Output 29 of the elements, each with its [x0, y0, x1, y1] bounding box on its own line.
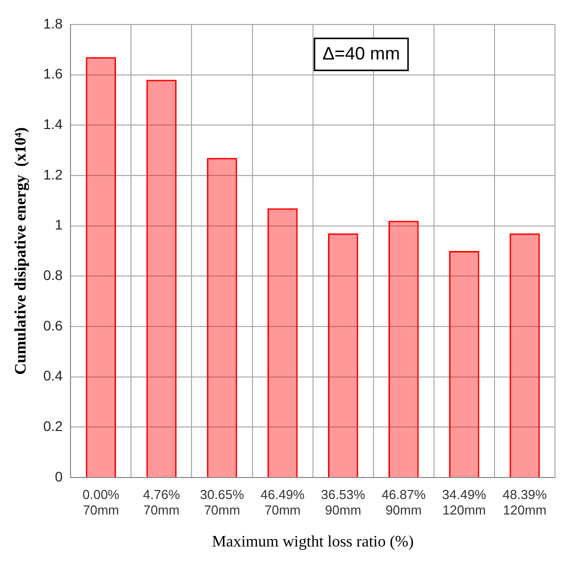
y-tick-label: 1.6: [43, 66, 63, 82]
y-tick-label: 1: [54, 216, 63, 233]
x-tick-label: 46.87% 90mm: [382, 486, 426, 518]
bar: [206, 158, 238, 478]
bar: [328, 233, 358, 478]
y-tick-label: 1.2: [43, 166, 63, 182]
x-tick-label: 30.65% 70mm: [200, 486, 244, 518]
y-tick-label: 1.8: [43, 15, 63, 32]
x-tick-label: 34.49% 120mm: [442, 486, 487, 518]
annotation: Δ=40 mm: [322, 43, 400, 64]
y-tick-label: 0.8: [43, 267, 63, 284]
x-axis-title: Maximum wigtht loss ratio (%): [212, 534, 414, 551]
bar: [86, 57, 116, 478]
x-tick-label: 48.39% 120mm: [502, 486, 548, 518]
x-tick-label: 4.76% 70mm: [143, 486, 180, 518]
bar: [449, 251, 480, 478]
bar: [267, 208, 298, 478]
y-tick-label: 0.6: [43, 317, 63, 334]
y-tick-label: 0.4: [43, 368, 63, 384]
x-tick-label: 0.00% 70mm: [82, 486, 120, 518]
y-tick-label: 0: [54, 468, 63, 484]
bar: [388, 220, 419, 478]
x-tick-label: 46.49% 70mm: [260, 486, 306, 518]
bar: [146, 80, 177, 478]
y-tick-label: 1.4: [43, 116, 63, 132]
y-axis-title: Cumulative disipative energy (x10⁴): [12, 127, 30, 375]
y-tick-label: 0.2: [43, 418, 63, 434]
bar: [510, 233, 540, 478]
x-tick-label: 36.53% 90mm: [321, 486, 366, 518]
